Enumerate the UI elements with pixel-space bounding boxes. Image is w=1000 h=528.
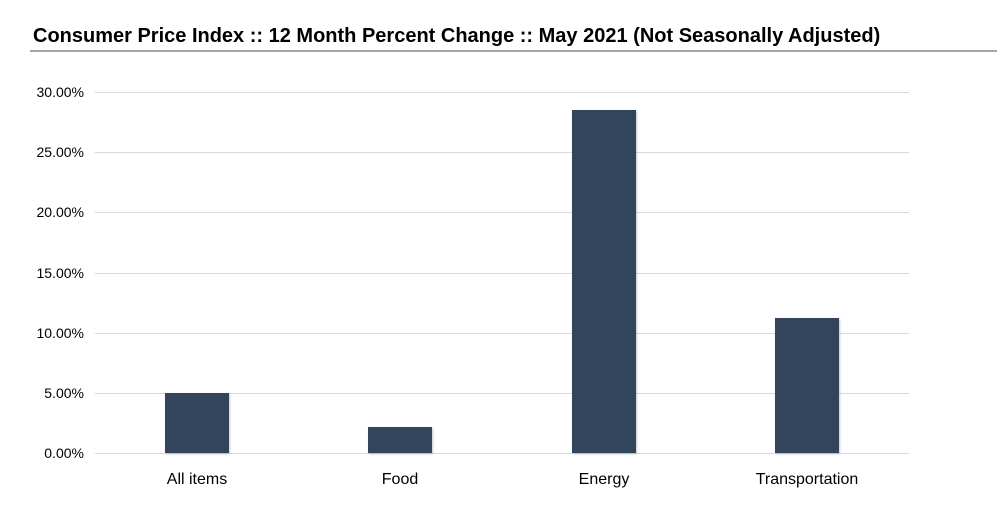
- y-tick-label: 20.00%: [36, 204, 84, 220]
- gridline: [95, 393, 909, 394]
- gridline: [95, 92, 909, 93]
- gridline: [95, 212, 909, 213]
- y-tick-label: 10.00%: [36, 325, 84, 341]
- x-axis-line: [95, 453, 909, 454]
- x-category-label: Food: [381, 471, 419, 488]
- y-tick-label: 5.00%: [44, 385, 84, 401]
- bar-all-items: [165, 393, 229, 453]
- y-tick-label: 30.00%: [36, 84, 84, 100]
- gridline: [95, 152, 909, 153]
- bar-food: [368, 427, 432, 453]
- bar-transportation: [775, 318, 839, 453]
- x-category-label: Energy: [578, 471, 630, 488]
- x-category-label: Transportation: [755, 471, 859, 488]
- y-tick-label: 25.00%: [36, 144, 84, 160]
- x-category-label: All items: [166, 471, 228, 488]
- chart-title: Consumer Price Index :: 12 Month Percent…: [33, 25, 881, 47]
- bar-energy: [572, 110, 636, 453]
- title-divider: [30, 50, 997, 52]
- y-tick-label: 15.00%: [36, 265, 84, 281]
- y-tick-label: 0.00%: [44, 445, 84, 461]
- gridline: [95, 273, 909, 274]
- gridline: [95, 333, 909, 334]
